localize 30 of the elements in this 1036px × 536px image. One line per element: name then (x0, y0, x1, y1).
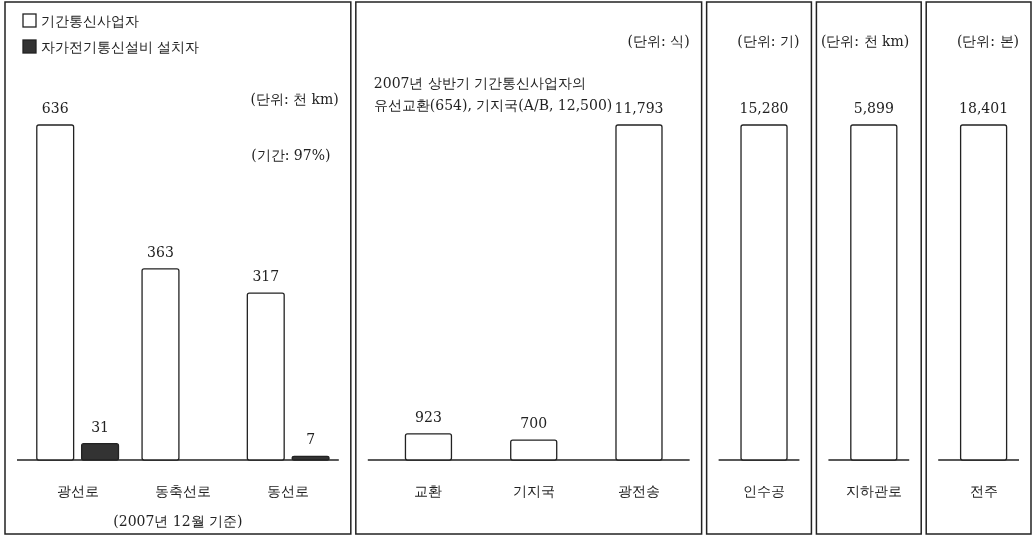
data-label: 5,899 (853, 100, 894, 116)
text: (단위: 본) (956, 33, 1019, 49)
legend-label: 기간통신사업자 (41, 13, 139, 29)
x-tick-label: 광전송 (617, 483, 660, 499)
x-tick-label: 지하관로 (845, 483, 902, 499)
data-label: 700 (520, 415, 548, 432)
x-tick-label: 인수공 (743, 483, 786, 499)
data-label: 18,401 (959, 100, 1009, 116)
data-label: 11,793 (614, 100, 664, 116)
text: (단위: 천 km) (820, 33, 910, 49)
annotation: (기간: 97%) (251, 147, 331, 163)
x-tick-label: 교환 (414, 483, 443, 499)
data-label: 923 (415, 408, 442, 425)
data-label: 15,280 (739, 100, 789, 116)
text: (단위: 식) (627, 33, 690, 49)
text: (2007년 12월 기준) (113, 513, 243, 529)
legend-label: 자가전기통신설비 설치자 (41, 39, 200, 55)
text: (단위: 천 km) (250, 91, 339, 107)
data-label: 317 (252, 268, 280, 285)
x-tick-label: 동선로 (267, 483, 310, 499)
data-label: 636 (41, 100, 69, 116)
x-tick-label: 동축선로 (154, 483, 211, 499)
data-label: 31 (91, 418, 109, 435)
x-tick-label: 전주 (969, 483, 998, 499)
data-label: 7 (306, 431, 316, 448)
text: 2007년 상반기 기간통신사업자의 유선교환(654), 기지국(A/B, 12,500) (373, 75, 613, 113)
text: (단위: 기) (737, 33, 800, 49)
x-tick-label: 광선로 (56, 483, 99, 499)
x-tick-label: 기지국 (512, 483, 555, 499)
data-label: 363 (147, 243, 174, 260)
